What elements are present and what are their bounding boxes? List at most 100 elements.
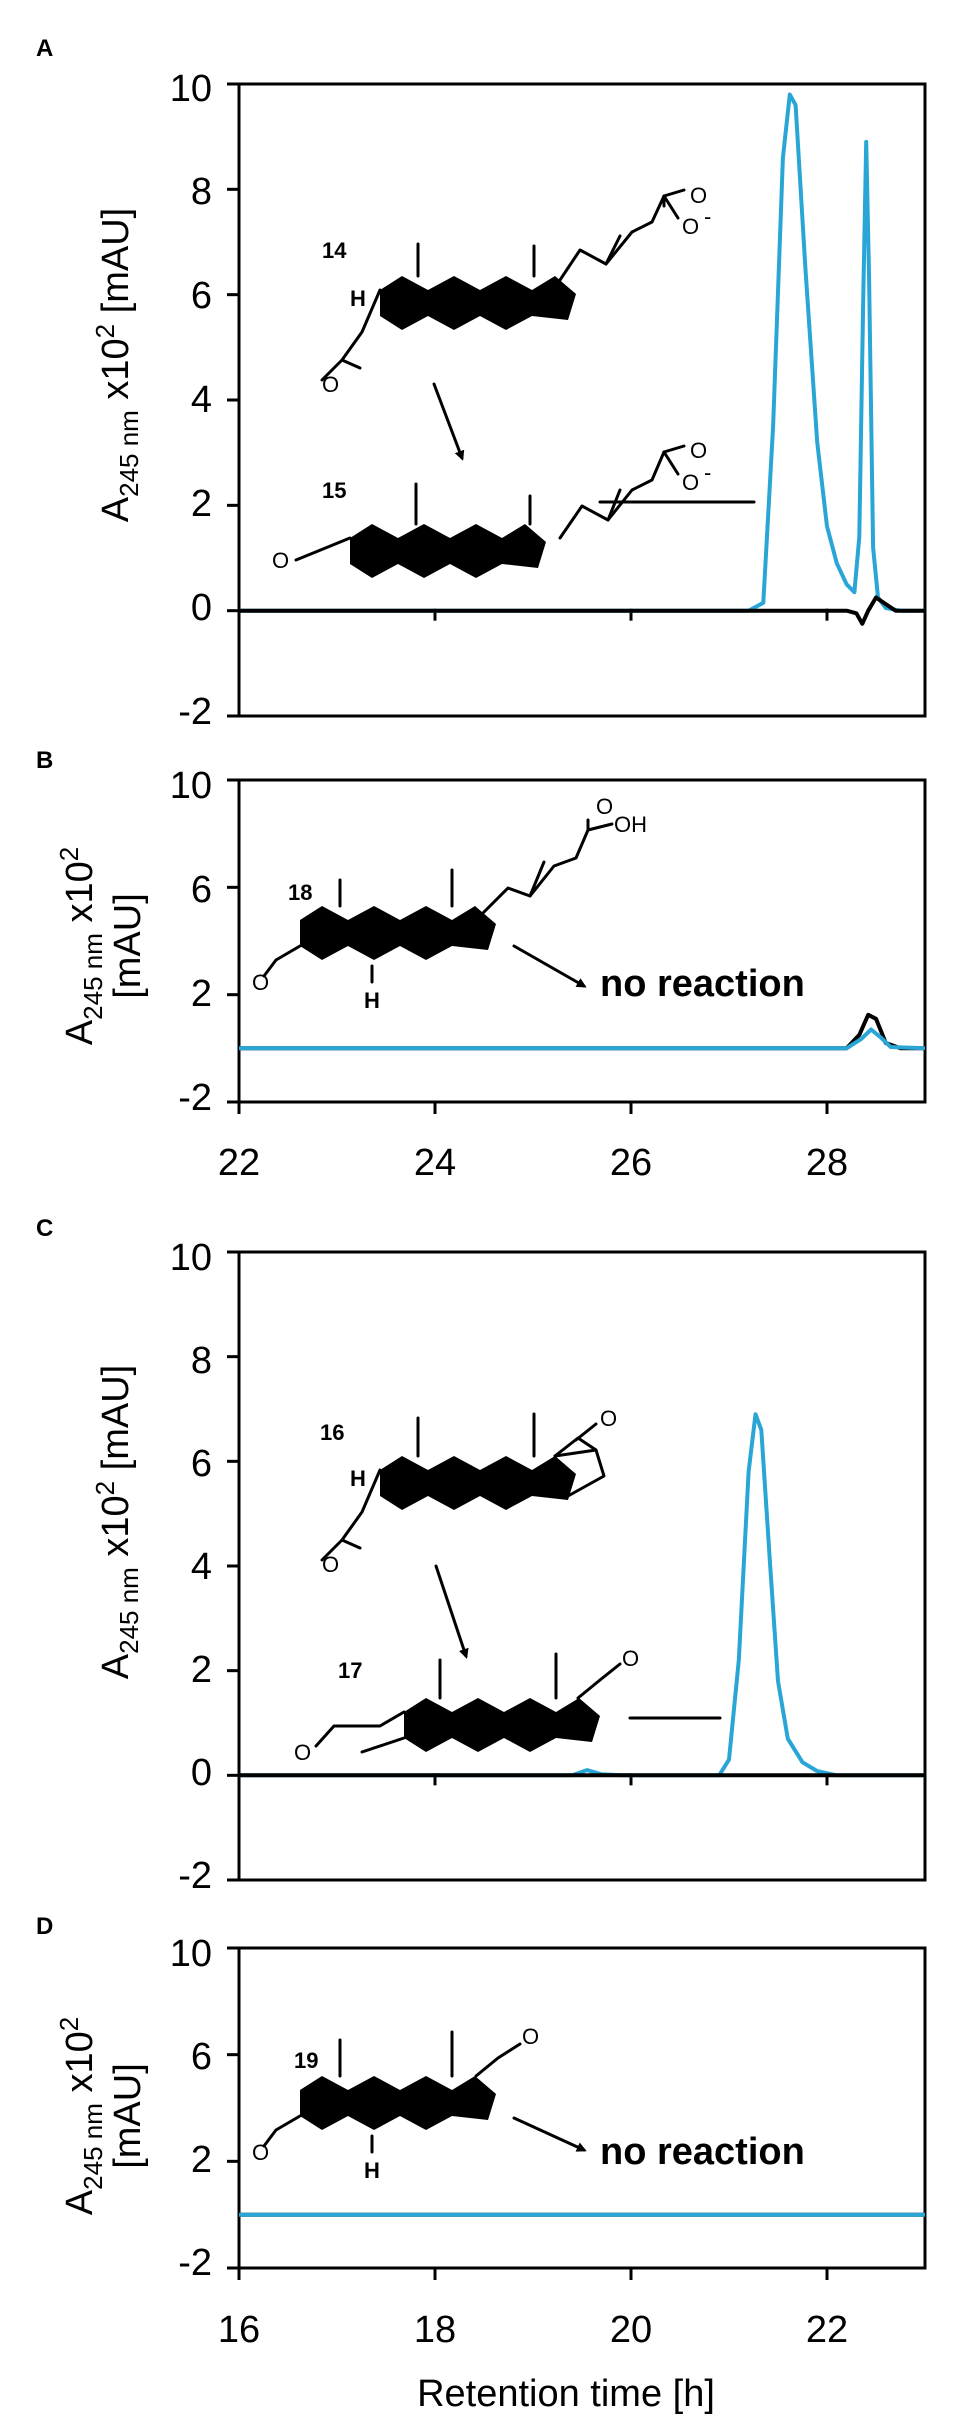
plot-frame [237,82,927,718]
y-tick-label: 6 [191,869,212,911]
panel-b-x-ticks: 22 24 26 28 [218,1142,848,1184]
compound-16-label: 16 [320,1420,344,1445]
panel-a-structures: 14 H O O O - 15 O O O [272,183,756,578]
y-tick-label: 10 [170,68,212,110]
panel-a-y-label: A245 nm x102 [mAU] [90,208,144,523]
svg-text:O: O [682,470,699,495]
svg-text:O: O [682,214,699,239]
svg-text:O: O [252,970,269,995]
svg-text:O: O [622,1646,639,1671]
y-tick-label: 2 [191,973,212,1015]
panel-b-y-label: A245 nm x102 [54,847,108,1045]
svg-text:O: O [596,794,613,819]
series-line-reaction [239,92,925,613]
panel-c-structures: 16 H O O 17 O O [294,1406,722,1765]
svg-text:[mAU]: [mAU] [107,893,149,999]
panel-d: D A245 nm x102 [mAU] 10 6 2 -2 16 18 20 … [36,1913,927,2415]
x-tick-label: 28 [806,1142,848,1184]
compound-19-label: 19 [294,2048,318,2073]
y-tick-label: 10 [170,765,212,807]
panel-a-y-ticks: 10 8 6 4 2 0 -2 [170,68,212,733]
panel-c-plot [227,1250,927,1882]
y-tick-label: 0 [191,587,212,629]
panel-b-structures: 18 O H O OH [252,794,647,1013]
x-tick-label: 24 [414,1142,456,1184]
x-tick-label: 18 [414,2309,456,2351]
compound-15-label: 15 [322,478,346,503]
svg-text:O: O [322,372,339,397]
svg-text:A245 nm x102 [mAU]: A245 nm x102 [mAU] [90,208,144,523]
panel-b: B A245 nm x102 [mAU] 10 6 2 -2 22 24 26 … [36,747,927,1184]
svg-text:OH: OH [614,812,647,837]
svg-text:A245 nm x102: A245 nm x102 [54,847,108,1045]
series-line-reaction [239,1027,926,1051]
y-tick-label: 6 [191,1443,212,1485]
panel-d-y-label: A245 nm x102 [54,2017,108,2215]
x-tick-label: 20 [610,2309,652,2351]
y-tick-label: -2 [178,691,212,733]
svg-text:O: O [690,438,707,463]
svg-text:-: - [704,460,711,485]
y-tick-label: 2 [191,2139,212,2181]
panel-b-letter: B [36,747,53,774]
panel-a: A A245 nm x102 [mAU] 10 8 6 4 2 0 -2 14 … [36,35,927,733]
panel-d-y-label-unit: [mAU] [107,2063,149,2169]
y-tick-label: 0 [191,1752,212,1794]
x-tick-label: 22 [806,2309,848,2351]
y-tick-label: 8 [191,1340,212,1382]
panel-a-letter: A [36,35,53,62]
panel-c-letter: C [36,1215,53,1242]
svg-text:H: H [364,988,380,1013]
svg-text:A245 nm x102 [mAU]: A245 nm x102 [mAU] [90,1365,144,1680]
svg-text:O: O [600,1406,617,1431]
panel-c: C A245 nm x102 [mAU] 10 8 6 4 2 0 -2 16 … [36,1215,927,1897]
svg-text:H: H [350,286,366,311]
panel-d-plot [227,1946,927,2280]
y-tick-label: 6 [191,2036,212,2078]
y-tick-label: -2 [178,1077,212,1119]
panel-b-y-label-unit: [mAU] [107,893,149,999]
y-tick-label: 10 [170,1933,212,1975]
panel-b-plot [227,778,927,1114]
svg-text:[mAU]: [mAU] [107,2063,149,2169]
panel-c-y-ticks: 10 8 6 4 2 0 -2 [170,1237,212,1897]
y-tick-label: -2 [178,1855,212,1897]
plot-frame [237,778,927,1104]
panel-a-plot [227,82,927,718]
svg-text:O: O [522,2024,539,2049]
series-line-control [239,595,925,626]
panel-c-y-label: A245 nm x102 [mAU] [90,1365,144,1680]
svg-text:H: H [350,1466,366,1491]
svg-text:O: O [294,1740,311,1765]
compound-18-label: 18 [288,880,312,905]
panel-b-no-reaction: no reaction [600,963,805,1005]
svg-text:O: O [252,2140,269,2165]
y-tick-label: 2 [191,483,212,525]
panel-d-structures: 19 O H O [252,2024,587,2183]
y-tick-label: 2 [191,1649,212,1691]
x-tick-label: 16 [218,2309,260,2351]
svg-text:O: O [690,183,707,208]
y-tick-label: 8 [191,171,212,213]
panel-d-no-reaction: no reaction [600,2131,805,2173]
svg-text:O: O [322,1552,339,1577]
plot-frame [237,1250,927,1882]
svg-text:A245 nm x102: A245 nm x102 [54,2017,108,2215]
panel-b-y-ticks: 10 6 2 -2 [170,765,212,1119]
panel-d-x-ticks: 16 18 20 22 [218,2309,848,2351]
x-tick-label: 26 [610,1142,652,1184]
y-tick-label: 4 [191,1546,212,1588]
panel-d-y-ticks: 10 6 2 -2 [170,1933,212,2284]
y-tick-label: 6 [191,275,212,317]
y-tick-label: -2 [178,2242,212,2284]
svg-text:H: H [364,2158,380,2183]
y-tick-label: 10 [170,1237,212,1279]
series-line-control [239,1012,925,1051]
compound-17-label: 17 [338,1658,362,1683]
compound-14-label: 14 [322,238,347,263]
plot-frame [237,1946,927,2270]
panel-d-letter: D [36,1913,53,1940]
svg-text:O: O [272,548,289,573]
x-tick-label: 22 [218,1142,260,1184]
